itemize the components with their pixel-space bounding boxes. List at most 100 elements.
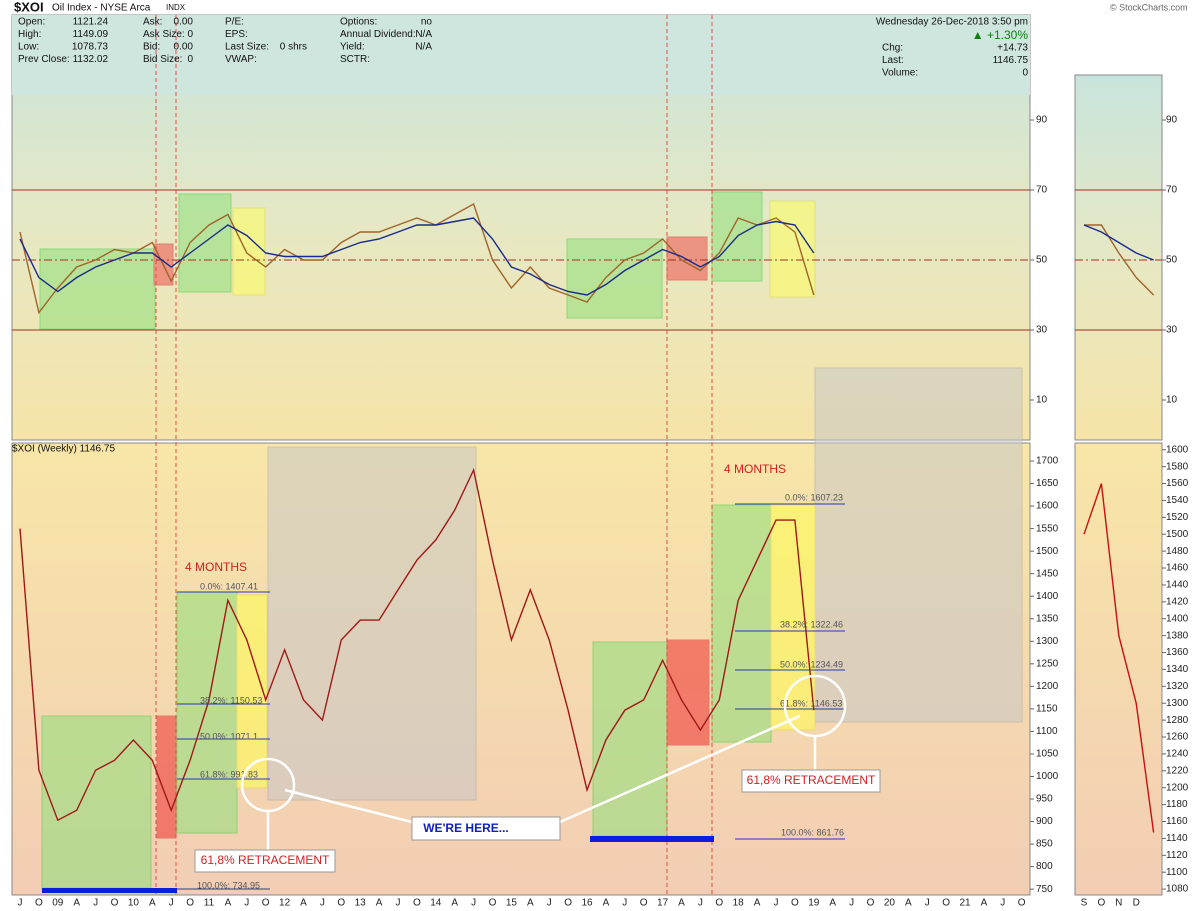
x-tick-label: J [547,898,552,909]
field-value: 1132.02 [73,54,109,65]
x-tick-label: A [603,898,610,909]
field-value: 1121.24 [73,17,109,28]
x-tick-label: A [678,898,685,909]
x-tick-label: 14 [430,898,442,909]
y-tick-label: 1180 [1166,799,1188,810]
y-tick-label: 30 [1036,325,1048,336]
x-tick-label: 15 [506,898,518,909]
annotation: 4 MONTHS [185,560,247,574]
y-tick-label: 1450 [1036,568,1059,579]
field-value: 0 [1022,68,1028,79]
y-tick-label: 1520 [1166,512,1189,523]
field-label: EPS: [225,29,248,40]
x-tick-label: 10 [128,898,140,909]
field-label: Last Size: [225,42,269,53]
y-tick-label: 1340 [1166,664,1189,675]
y-tick-label: 1050 [1036,749,1059,760]
fib-label: 38.2%: 1150.53 [200,695,262,705]
y-tick-label: 1200 [1036,681,1059,692]
field-label: Annual Dividend: [340,29,416,40]
x-tick-label: O [791,898,799,909]
change-pct: ▲ +1.30% [972,28,1029,42]
field-value: 0 shrs [280,42,307,53]
y-tick-label: 70 [1036,185,1048,196]
field-label: SCTR: [340,54,370,65]
field-value: 0 [187,54,193,65]
y-tick-label: 1700 [1036,456,1059,467]
y-tick-label: 1000 [1036,771,1059,782]
x-tick-label: 21 [959,898,971,909]
x-tick-label: O [35,898,43,909]
low-bar [590,836,714,842]
y-tick-label: 1260 [1166,732,1189,743]
y-tick-label: 800 [1036,861,1053,872]
side-price-panel [1074,442,1163,896]
y-tick-label: 750 [1036,884,1053,895]
x-tick-label: O [867,898,875,909]
field-value: 1146.75 [993,55,1029,66]
y-tick-label: 1560 [1166,478,1189,489]
fib-label: 61.8%: 991.83 [200,769,258,779]
header-panel [12,15,1030,95]
y-tick-label: 50 [1036,255,1048,266]
y-tick-label: 1250 [1036,658,1059,669]
y-tick-label: 1400 [1036,591,1059,602]
y-tick-label: 1550 [1036,523,1059,534]
y-tick-label: 1360 [1166,647,1189,658]
x-tick-label: J [169,898,174,909]
x-tick-label: 11 [204,898,215,909]
date: Wednesday 26-Dec-2018 3:50 pm [876,17,1028,28]
field-label: Open: [18,17,45,28]
x-tick-label: O [1098,898,1106,909]
x-tick-label: A [73,898,80,909]
x-tick-label: 18 [733,898,745,909]
field-label: Options: [340,17,377,28]
x-tick-label: O [942,898,950,909]
rsi-boxes [39,191,816,330]
field-label: Prev Close: [18,54,70,65]
name: Oil Index - NYSE Arca [52,3,151,14]
x-tick-label: J [93,898,98,909]
x-tick-label: A [829,898,836,909]
x-tick-label: S [1081,898,1088,909]
y-tick-label: 850 [1036,839,1053,850]
field-value: 1078.73 [72,42,109,53]
y-tick-label: 1150 [1036,704,1058,715]
x-tick-label: N [1115,898,1122,909]
x-tick-label: O [489,898,497,909]
series-line [1083,224,1154,261]
y-tick-label: 1580 [1166,461,1189,472]
price-title: $XOI (Weekly) 1146.75 [12,444,115,455]
series-line [19,202,815,315]
y-tick-label: 90 [1166,115,1178,126]
y-tick-label: 1280 [1166,715,1189,726]
x-tick-label: A [754,898,761,909]
x-tick-label: J [774,898,779,909]
x-tick-label: A [527,898,534,909]
field-value: no [421,17,433,28]
x-tick-label: A [300,898,307,909]
field-label: Low: [18,42,39,53]
x-tick-label: O [186,898,194,909]
x-tick-label: O [413,898,421,909]
x-tick-label: O [111,898,119,909]
x-tick-label: O [715,898,723,909]
x-tick-label: J [244,898,249,909]
x-tick-label: 09 [52,898,64,909]
x-tick-label: A [149,898,156,909]
x-tick-label: O [640,898,648,909]
y-tick-label: 1100 [1166,867,1188,878]
field-label: Bid: [143,42,160,53]
x-tick-label: J [320,898,325,909]
y-tick-label: 1200 [1166,782,1189,793]
field-value: N/A [415,29,432,40]
y-tick-label: 1500 [1166,529,1189,540]
exchange: INDX [166,3,186,12]
y-tick-label: 1240 [1166,749,1189,760]
field-label: High: [18,29,41,40]
x-tick-label: J [396,898,401,909]
y-tick-label: 1100 [1036,726,1058,737]
field-label: P/E: [225,17,244,28]
y-tick-label: 1460 [1166,563,1189,574]
